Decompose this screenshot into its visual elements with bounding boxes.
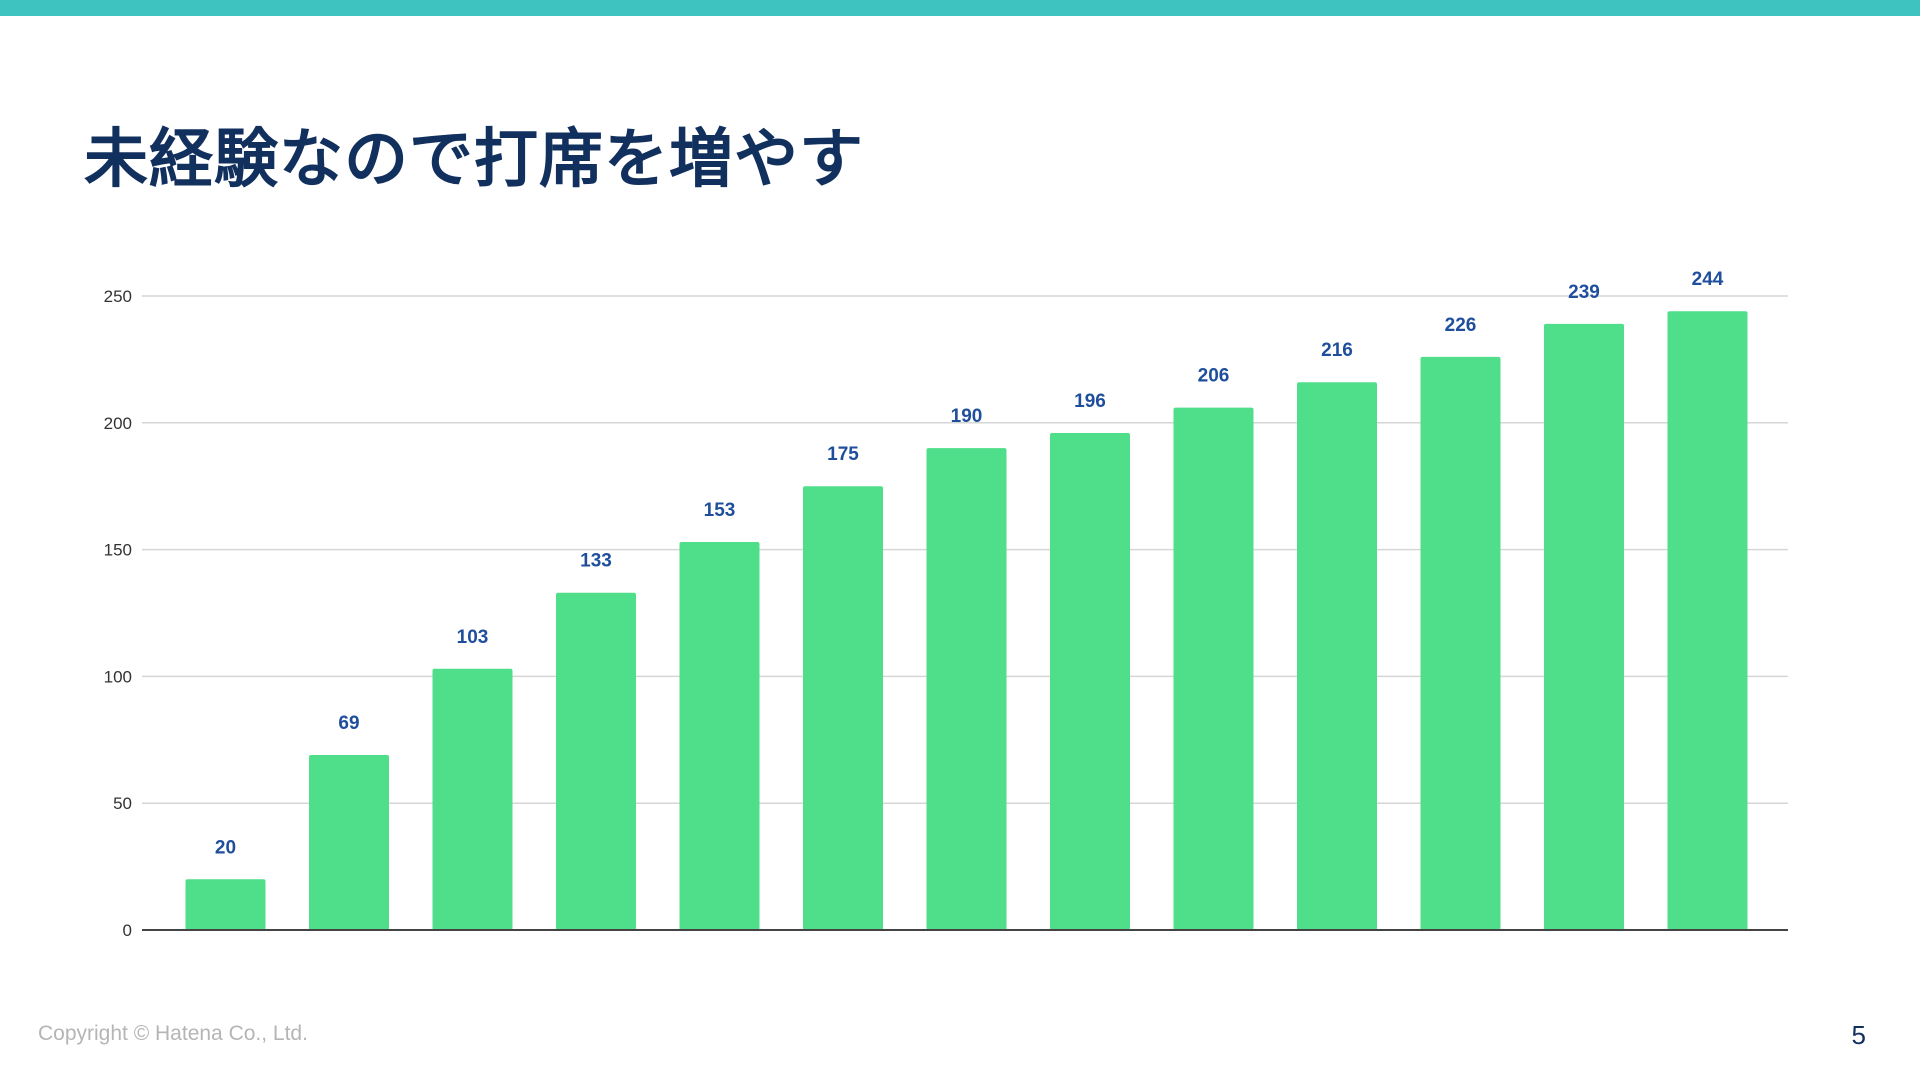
bar [1297,382,1377,930]
copyright-text: Copyright © Hatena Co., Ltd. [38,1022,308,1045]
bar-value-label: 216 [1321,340,1353,361]
bar-value-label: 69 [338,713,359,734]
bar-value-label: 244 [1692,269,1724,290]
y-tick-label: 250 [104,287,132,306]
bar [803,486,883,930]
bar-value-label: 103 [457,627,489,648]
top-accent-bar [0,0,1920,16]
bar-value-label: 190 [951,406,983,427]
bar-value-label: 226 [1445,315,1477,336]
bar-value-label: 239 [1568,282,1600,303]
bar [926,448,1007,930]
bar-value-label: 206 [1198,366,1230,387]
bar-value-label: 133 [580,551,612,572]
bar [679,541,760,930]
bar-chart: 0 50 100 150 200 250 20 69 103 133 153 175 190 196 206… [104,269,1788,940]
bar [1050,432,1130,930]
bar [309,755,389,930]
y-tick-label: 150 [104,541,132,560]
y-tick-label: 100 [104,667,132,686]
bar [1420,356,1501,930]
y-tick-label: 0 [123,921,132,940]
bar-value-label: 153 [704,500,736,521]
bar-value-label: 175 [827,444,859,465]
y-tick-label: 200 [104,414,132,433]
bar [185,879,266,930]
slide-title: 未経験なので打席を増やす [84,123,864,197]
bar [1667,311,1748,930]
y-tick-label: 50 [113,794,132,813]
bar [556,592,636,930]
bar [1544,323,1624,930]
bar [1173,407,1254,931]
bar-value-label: 20 [215,837,236,858]
bar [432,668,513,930]
bar-value-label: 196 [1074,391,1106,412]
page-number: 5 [1851,1020,1866,1050]
